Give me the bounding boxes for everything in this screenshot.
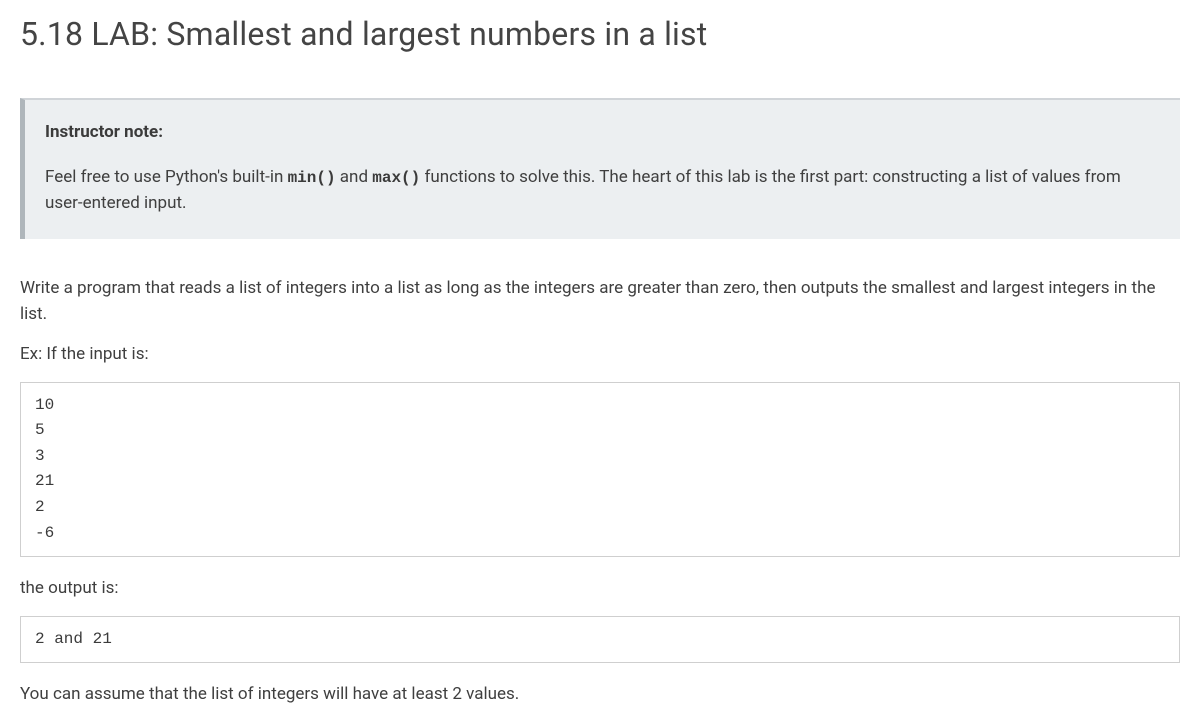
instructor-note-box: Instructor note: Feel free to use Python… — [20, 98, 1180, 239]
example-output-block: 2 and 21 — [20, 616, 1180, 664]
page-title: 5.18 LAB: Smallest and largest numbers i… — [20, 10, 1180, 58]
example-input-label: Ex: If the input is: — [20, 341, 1180, 367]
problem-description: Write a program that reads a list of int… — [20, 275, 1180, 328]
note-text-mid: and — [336, 167, 373, 187]
note-text-pre: Feel free to use Python's built-in — [45, 167, 288, 187]
example-output-label: the output is: — [20, 575, 1180, 601]
instructor-note-heading: Instructor note: — [45, 120, 1160, 146]
code-max: max() — [372, 169, 420, 187]
assumption-note: You can assume that the list of integers… — [20, 681, 1180, 707]
code-min: min() — [288, 169, 336, 187]
example-input-block: 10 5 3 21 2 -6 — [20, 382, 1180, 558]
instructor-note-body: Feel free to use Python's built-in min()… — [45, 164, 1160, 217]
